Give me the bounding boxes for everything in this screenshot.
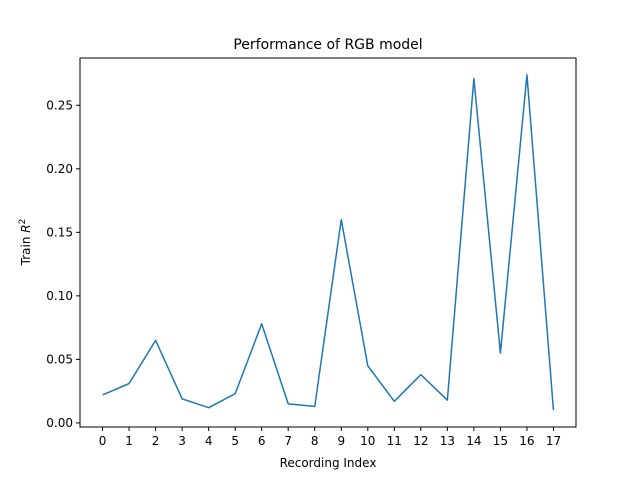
x-tick-label: 14 (466, 434, 481, 448)
x-tick-label: 6 (258, 434, 266, 448)
y-axis-label: Train R2 (18, 219, 33, 267)
y-tick-label: 0.25 (46, 98, 73, 112)
x-tick-label: 16 (519, 434, 534, 448)
plot-area: 0 1 2 3 4 5 6 7 8 9 10 11 12 13 14 15 16 170.000.050.100.… (46, 74, 561, 448)
axes-frame (79, 57, 577, 428)
x-tick-label: 15 (493, 434, 508, 448)
series-line (102, 74, 555, 411)
x-tick-label: 3 (178, 434, 186, 448)
x-tick-label: 5 (231, 434, 239, 448)
x-axis-label: Recording Index (280, 456, 377, 470)
x-tick-label: 0 (99, 434, 107, 448)
x-tick-label: 1 (125, 434, 133, 448)
x-tick-label: 11 (387, 434, 402, 448)
x-tick-label: 4 (205, 434, 213, 448)
y-tick-label: 0.15 (46, 225, 73, 239)
y-axis-label-variable: R (19, 224, 33, 232)
y-tick-label: 0.20 (46, 162, 73, 176)
x-tick-label: 10 (360, 434, 375, 448)
y-tick-label: 0.00 (46, 416, 73, 430)
x-tick-label: 7 (284, 434, 292, 448)
y-tick-label: 0.10 (46, 289, 73, 303)
x-tick-label: 17 (546, 434, 561, 448)
chart-title: Performance of RGB model (233, 37, 422, 53)
x-tick-label: 12 (413, 434, 428, 448)
x-tick-label: 13 (440, 434, 455, 448)
x-tick-label: 9 (337, 434, 345, 448)
y-axis-label-exponent: 2 (18, 219, 28, 225)
y-axis-label-prefix: Train (19, 233, 33, 267)
x-tick-label: 8 (311, 434, 319, 448)
x-tick-label: 2 (152, 434, 160, 448)
y-tick-label: 0.05 (46, 352, 73, 366)
